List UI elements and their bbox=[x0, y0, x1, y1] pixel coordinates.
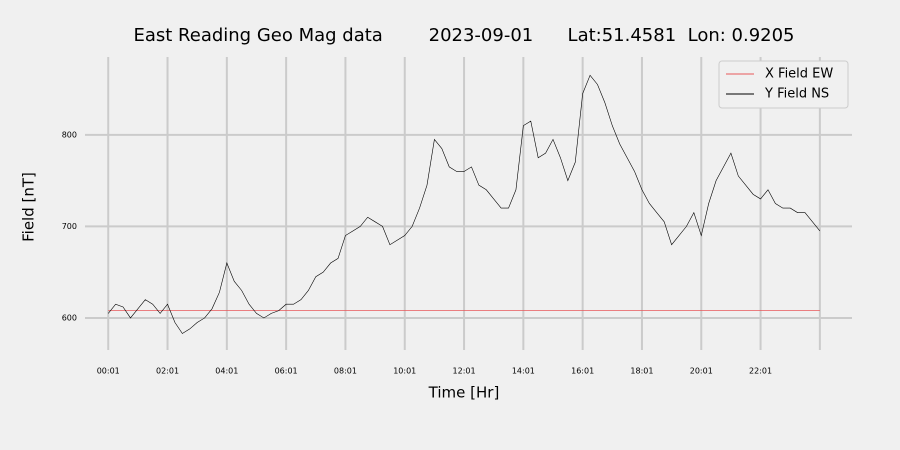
series-line bbox=[107, 74, 821, 334]
x-tick-label: 04:01 bbox=[215, 367, 238, 376]
legend-label: X Field EW bbox=[765, 67, 833, 82]
x-tick-label: 02:01 bbox=[156, 367, 179, 376]
x-tick-label: 12:01 bbox=[453, 367, 476, 376]
x-tick-label: 20:01 bbox=[690, 367, 713, 376]
x-tick-label: 08:01 bbox=[334, 367, 357, 376]
legend-label: Y Field NS bbox=[764, 87, 829, 102]
x-tick-label: 18:01 bbox=[630, 367, 653, 376]
y-axis-label: Field [nT] bbox=[20, 172, 38, 242]
y-tick-label: 800 bbox=[62, 130, 77, 139]
x-tick-label: 22:01 bbox=[749, 367, 772, 376]
legend-box bbox=[718, 60, 849, 109]
chart-title: East Reading Geo Mag data 2023-09-01 Lat… bbox=[133, 25, 794, 46]
x-tick-label: 16:01 bbox=[571, 367, 594, 376]
y-tick-label: 600 bbox=[62, 313, 77, 322]
x-tick-label: 00:01 bbox=[97, 367, 120, 376]
legend: X Field EW Y Field NS bbox=[718, 60, 849, 109]
x-tick-label: 10:01 bbox=[393, 367, 416, 376]
x-tick-label: 06:01 bbox=[275, 367, 298, 376]
y-tick-label: 700 bbox=[62, 222, 77, 231]
x-axis-label: Time [Hr] bbox=[428, 384, 500, 402]
x-tick-label: 14:01 bbox=[512, 367, 535, 376]
